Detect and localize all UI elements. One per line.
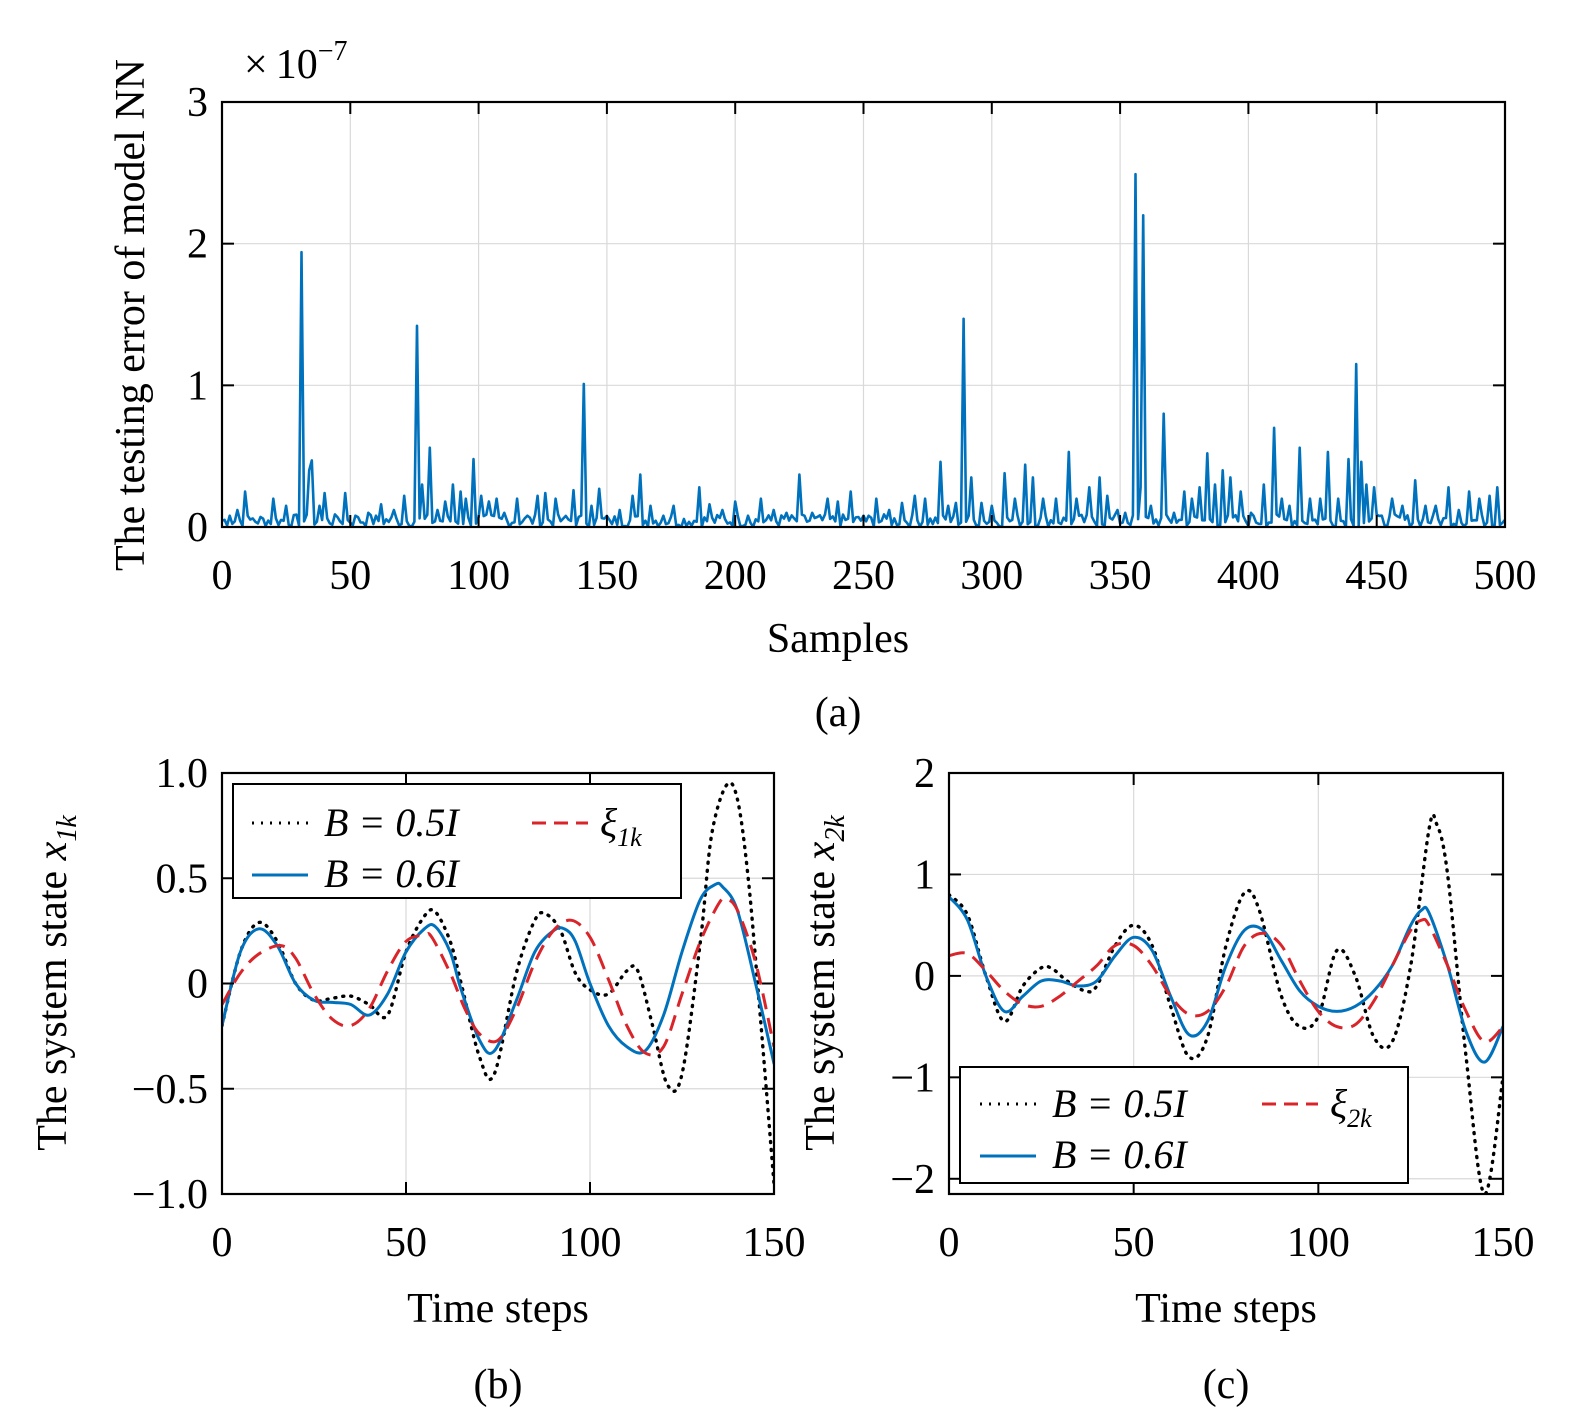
series-line-solid <box>222 881 774 1065</box>
x-tick-label: 200 <box>704 553 767 599</box>
chart-a-x-tick-labels: 0 50 100 150 200 250 300 350 400 450 500 <box>212 553 1537 599</box>
chart-a-y-tick-labels: 0 1 2 3 <box>187 80 208 551</box>
y-tick-label: 0 <box>187 505 208 551</box>
chart-c-legend-label-xi: ξ2k <box>1330 1081 1372 1133</box>
chart-a: 0 50 100 150 200 250 300 350 400 450 500 0 1 2 3 × 10−… <box>108 36 1537 736</box>
chart-b-legend-label-b06: B = 0.6I <box>324 851 460 896</box>
y-tick-label: 0 <box>914 954 935 1000</box>
y-tick-label: −0.5 <box>132 1067 208 1113</box>
chart-b-legend-box <box>232 783 682 899</box>
series-line-dotted <box>222 781 774 1186</box>
chart-c-x-tick-labels: 0 50 100 150 <box>939 1220 1535 1266</box>
chart-c-legend-label-b06: B = 0.6I <box>1052 1132 1188 1177</box>
chart-c-y-axis-label: The system state x2k <box>798 815 851 1151</box>
chart-b-series <box>222 781 774 1186</box>
chart-c-x-axis-label: Time steps <box>1135 1286 1317 1332</box>
x-tick-label: 0 <box>212 1220 233 1266</box>
chart-a-ticks <box>221 101 1506 528</box>
y-tick-label: 0 <box>187 962 208 1008</box>
x-tick-label: 100 <box>559 1220 622 1266</box>
x-tick-label: 50 <box>385 1220 427 1266</box>
x-tick-label: 0 <box>212 553 233 599</box>
chart-b-x-tick-labels: 0 50 100 150 <box>212 1220 806 1266</box>
chart-b-y-tick-labels: −1.0 −0.5 0 0.5 1.0 <box>132 751 208 1218</box>
y-tick-label: 2 <box>187 222 208 268</box>
chart-a-x-axis-label: Samples <box>767 616 909 662</box>
chart-b-legend-label-xi: ξ1k <box>600 800 642 852</box>
chart-b-ticks <box>221 772 775 1195</box>
y-tick-label: 1.0 <box>156 751 209 797</box>
x-tick-label: 150 <box>575 553 638 599</box>
chart-b-legend: B = 0.5I B = 0.6I ξ1k <box>232 783 682 899</box>
chart-b-legend-label-b05: B = 0.5I <box>324 800 460 845</box>
x-tick-label: 50 <box>1113 1220 1155 1266</box>
x-tick-label: 400 <box>1217 553 1280 599</box>
x-tick-label: 300 <box>960 553 1023 599</box>
x-tick-label: 50 <box>329 553 371 599</box>
series-line-solid <box>949 895 1503 1064</box>
chart-c-frame <box>947 771 1505 1196</box>
chart-a-y-axis-label: The testing error of model NN <box>108 59 154 571</box>
chart-b-x-axis-label: Time steps <box>407 1286 589 1332</box>
y-tick-label: −1.0 <box>132 1172 208 1218</box>
panel-c-caption: (c) <box>1203 1362 1250 1408</box>
chart-c-series <box>949 812 1503 1194</box>
y-tick-label: −1 <box>890 1055 935 1101</box>
x-tick-label: 250 <box>832 553 895 599</box>
chart-b: 0 50 100 150 −1.0 −0.5 0 0.5 1.0 B = 0.5I B = 0… <box>30 751 806 1408</box>
y-tick-label: −2 <box>890 1157 935 1203</box>
panel-b-caption: (b) <box>474 1362 523 1408</box>
y-tick-label: 0.5 <box>156 856 209 902</box>
x-tick-label: 150 <box>743 1220 806 1266</box>
x-tick-label: 450 <box>1345 553 1408 599</box>
series-line-dashed <box>949 917 1503 1044</box>
series-line-dotted <box>949 812 1503 1194</box>
chart-a-exponent-label: × 10−7 <box>244 36 347 88</box>
chart-c-legend: B = 0.5I B = 0.6I ξ2k <box>959 1066 1409 1184</box>
chart-c-legend-label-b05: B = 0.5I <box>1052 1081 1188 1126</box>
series-line-dashed <box>222 896 774 1057</box>
y-tick-label: 1 <box>187 363 208 409</box>
x-tick-label: 100 <box>447 553 510 599</box>
chart-a-grid <box>222 102 1505 527</box>
x-tick-label: 100 <box>1287 1220 1350 1266</box>
x-tick-label: 150 <box>1472 1220 1535 1266</box>
y-tick-label: 2 <box>914 751 935 797</box>
chart-c-legend-box <box>959 1066 1409 1184</box>
x-tick-label: 500 <box>1474 553 1537 599</box>
y-tick-label: 1 <box>914 852 935 898</box>
y-tick-label: 3 <box>187 80 208 126</box>
panel-a-caption: (a) <box>815 690 862 736</box>
x-tick-label: 350 <box>1089 553 1152 599</box>
chart-b-y-axis-label: The system state x1k <box>30 815 83 1151</box>
x-tick-label: 0 <box>939 1220 960 1266</box>
chart-c-y-tick-labels: −2 −1 0 1 2 <box>890 751 935 1203</box>
